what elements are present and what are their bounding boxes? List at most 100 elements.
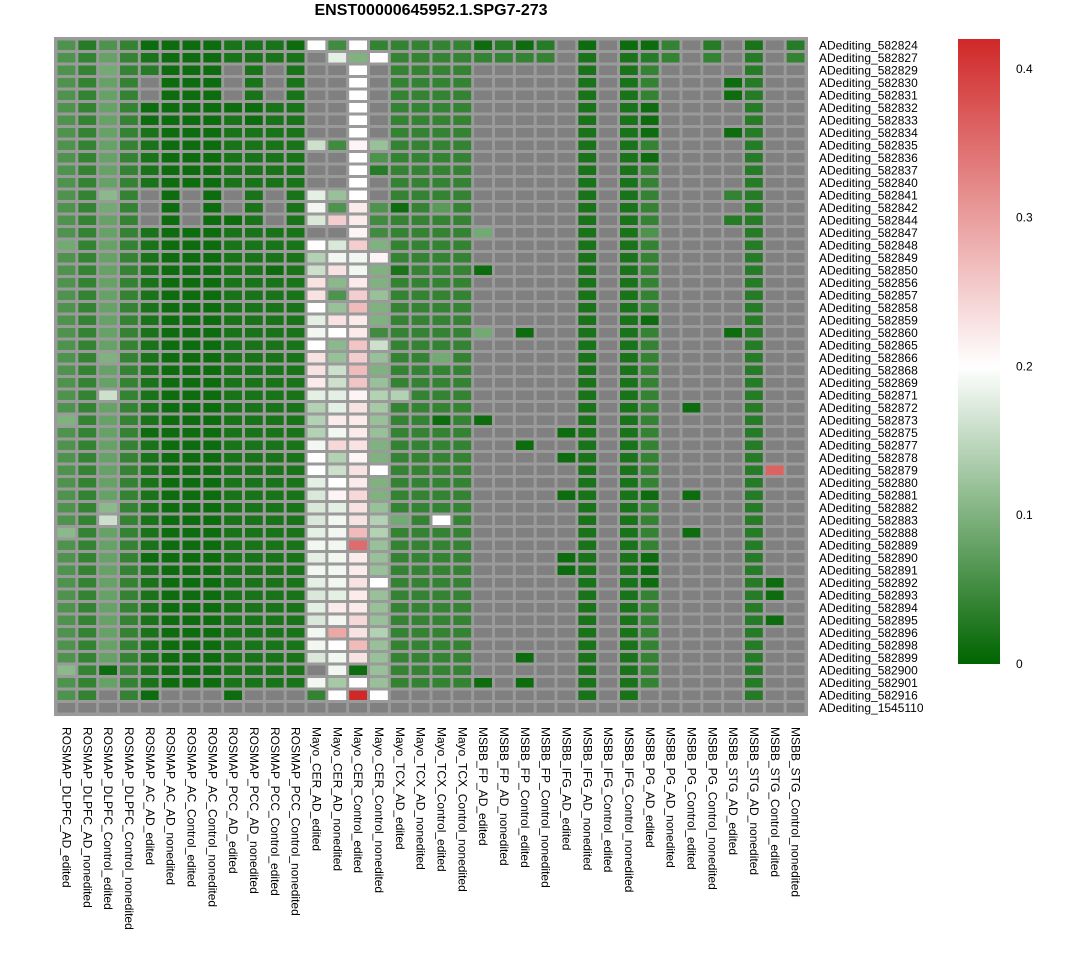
heatmap-cell: [328, 690, 347, 700]
heatmap-cell: [328, 440, 347, 450]
heatmap-cell: [78, 465, 97, 475]
column-label: MSBB_STG_AD_nonedited: [747, 727, 761, 875]
heatmap-cell: [745, 153, 763, 163]
heatmap-cell: [661, 603, 680, 613]
heatmap-cell: [140, 415, 159, 425]
row-label: ADediting_582916: [819, 688, 918, 702]
heatmap-cell: [140, 353, 159, 363]
heatmap-cell: [161, 665, 180, 675]
heatmap-cell: [245, 503, 263, 513]
heatmap-cell: [620, 140, 638, 150]
heatmap-cell: [78, 553, 97, 563]
heatmap-cell: [682, 453, 701, 463]
heatmap-cell: [453, 315, 472, 325]
heatmap-cell: [140, 703, 159, 713]
column-labels: ROSMAP_DLPFC_AD_edited ROSMAP_DLPFC_AD_no…: [59, 727, 802, 930]
heatmap-cell: [224, 115, 242, 125]
heatmap-cell: [495, 440, 513, 450]
heatmap-cell: [411, 40, 430, 50]
heatmap-cell: [245, 278, 263, 288]
heatmap-cell: [765, 690, 784, 700]
heatmap-cell: [161, 440, 180, 450]
heatmap-cell: [495, 503, 513, 513]
heatmap-cell: [661, 228, 680, 238]
heatmap-cell: [120, 578, 138, 588]
heatmap-cell: [515, 378, 534, 388]
heatmap-cell: [724, 253, 742, 263]
heatmap-cell: [786, 590, 805, 600]
heatmap-cell: [515, 103, 534, 113]
heatmap-cell: [182, 315, 201, 325]
heatmap-cell: [120, 528, 138, 538]
heatmap-cell: [78, 665, 97, 675]
heatmap-cell: [578, 303, 597, 313]
heatmap-cell: [161, 340, 180, 350]
heatmap-cell: [349, 53, 367, 63]
heatmap-cell: [578, 353, 597, 363]
heatmap-cell: [765, 153, 784, 163]
heatmap-cell: [203, 128, 222, 138]
heatmap-cell: [703, 490, 722, 500]
heatmap-cell: [620, 640, 638, 650]
heatmap-cell: [349, 365, 367, 375]
heatmap-cell: [411, 103, 430, 113]
heatmap-cell: [724, 653, 742, 663]
heatmap-cell: [453, 540, 472, 550]
heatmap-cell: [515, 215, 534, 225]
heatmap-cell: [599, 703, 617, 713]
heatmap-cell: [536, 565, 555, 575]
heatmap-cell: [203, 228, 222, 238]
heatmap-cell: [765, 115, 784, 125]
heatmap-cell: [765, 128, 784, 138]
heatmap-cell: [557, 203, 576, 213]
heatmap-cell: [161, 640, 180, 650]
heatmap-cell: [640, 690, 659, 700]
heatmap-cell: [703, 365, 722, 375]
heatmap-cell: [78, 78, 97, 88]
heatmap-cell: [682, 290, 701, 300]
heatmap-cell: [245, 153, 263, 163]
heatmap-cell: [432, 128, 451, 138]
heatmap-cell: [661, 365, 680, 375]
heatmap-cell: [411, 678, 430, 688]
heatmap-cell: [453, 528, 472, 538]
heatmap-cell: [265, 265, 284, 275]
heatmap-cell: [599, 553, 617, 563]
heatmap-cell: [474, 40, 492, 50]
heatmap-cell: [515, 140, 534, 150]
heatmap-cell: [120, 490, 138, 500]
heatmap-cell: [536, 40, 555, 50]
heatmap-cell: [682, 215, 701, 225]
heatmap-cell: [161, 40, 180, 50]
heatmap-cell: [620, 565, 638, 575]
heatmap-cell: [578, 290, 597, 300]
heatmap-cell: [99, 403, 117, 413]
heatmap-cell: [349, 403, 367, 413]
heatmap-cell: [203, 590, 222, 600]
heatmap-cell: [453, 440, 472, 450]
heatmap-cell: [495, 103, 513, 113]
heatmap-cell: [182, 453, 201, 463]
heatmap-cell: [307, 653, 326, 663]
heatmap-cell: [432, 153, 451, 163]
heatmap-cell: [99, 665, 117, 675]
heatmap-cell: [307, 65, 326, 75]
row-label: ADediting_582888: [819, 526, 918, 540]
heatmap-cell: [786, 340, 805, 350]
heatmap-cell: [286, 265, 305, 275]
heatmap-cell: [578, 678, 597, 688]
heatmap-cell: [349, 165, 367, 175]
heatmap-cell: [557, 540, 576, 550]
heatmap-cell: [120, 465, 138, 475]
heatmap-cell: [307, 328, 326, 338]
heatmap-cell: [370, 53, 388, 63]
heatmap-cell: [224, 153, 242, 163]
heatmap-cell: [536, 590, 555, 600]
heatmap-cell: [224, 415, 242, 425]
heatmap-cell: [411, 78, 430, 88]
heatmap-cell: [78, 403, 97, 413]
heatmap-cell: [599, 128, 617, 138]
heatmap-cell: [57, 128, 76, 138]
row-label: ADediting_582868: [819, 363, 918, 377]
